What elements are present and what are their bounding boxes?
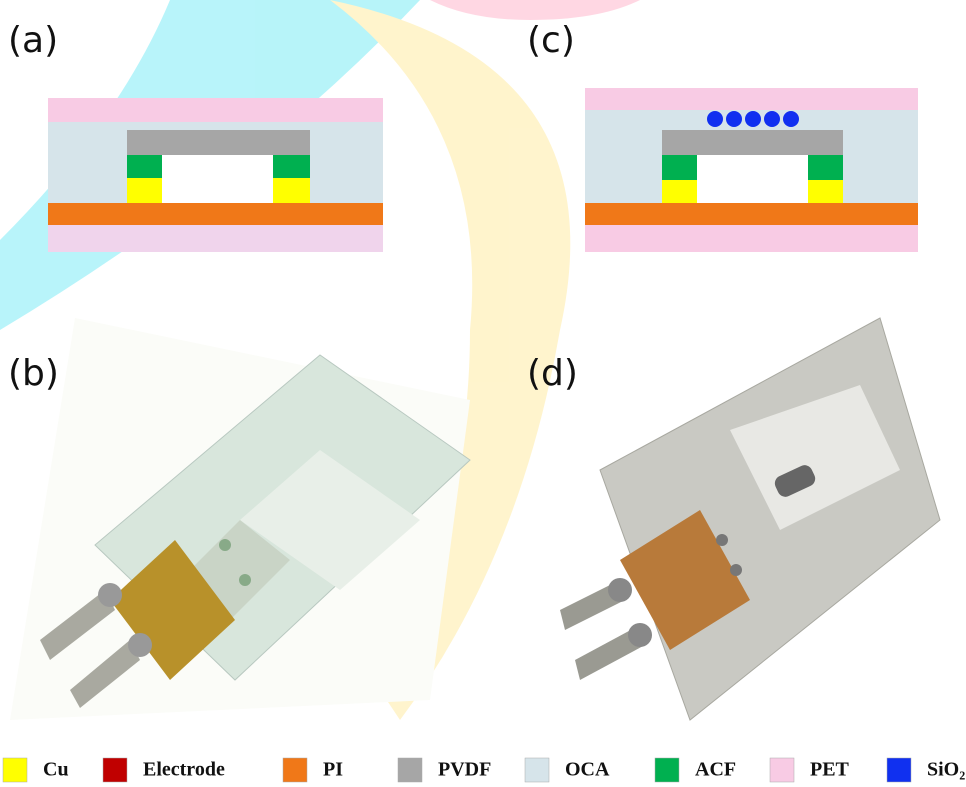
panel-label: (a): [8, 20, 58, 61]
figure: (a) (b) (c) (d): [0, 0, 966, 787]
legend: Cu Electrode PI PVDF OCA ACF PET SiO₂: [3, 758, 965, 782]
device-photo-d: [560, 318, 940, 720]
legend-label: SiO₂: [927, 759, 965, 781]
cross-section-c: [585, 88, 918, 252]
legend-label: PI: [323, 759, 343, 781]
legend-swatch: [770, 758, 794, 782]
legend-swatch: [525, 758, 549, 782]
legend-label: ACF: [695, 759, 736, 781]
legend-swatch: [3, 758, 27, 782]
device-photo-b: [10, 318, 470, 720]
cross-section-a: [48, 98, 383, 252]
legend-swatch: [655, 758, 679, 782]
legend-swatch: [283, 758, 307, 782]
legend-swatch: [398, 758, 422, 782]
legend-label: OCA: [565, 759, 610, 781]
legend-swatch: [103, 758, 127, 782]
panel-label: (d): [527, 353, 578, 394]
legend-label: PET: [810, 759, 850, 781]
legend-swatch: [887, 758, 911, 782]
panel-label: (c): [527, 20, 575, 61]
legend-label: PVDF: [438, 759, 491, 781]
panel-label: (b): [8, 353, 59, 394]
legend-label: Electrode: [143, 759, 225, 781]
legend-label: Cu: [43, 759, 69, 781]
